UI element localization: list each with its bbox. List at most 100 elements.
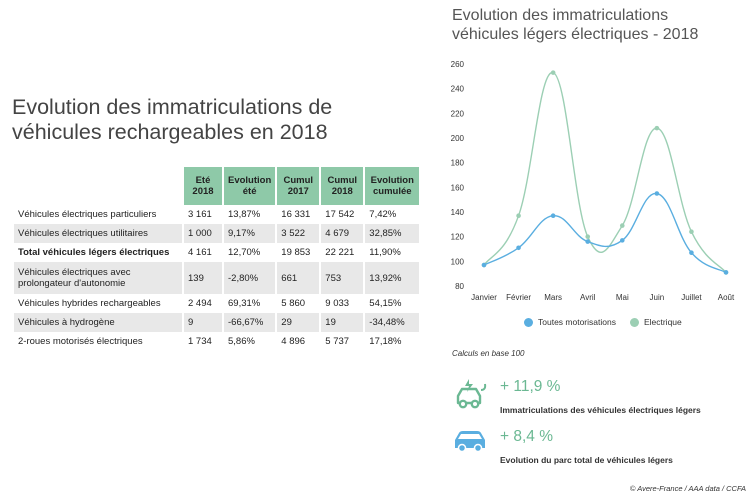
row-cell: 5 737 xyxy=(325,336,350,347)
row-cell: 3 161 xyxy=(188,209,212,220)
row-cell: 753 xyxy=(321,262,364,294)
row-cell: 2 494 xyxy=(188,298,212,309)
row-cell: 11,90% xyxy=(369,247,401,258)
row-cell: 3 522 xyxy=(277,224,320,243)
row-cell: 5 860 xyxy=(281,298,306,309)
row-cell: 69,31% xyxy=(228,298,261,309)
point-toutes xyxy=(516,245,521,251)
table-body: Véhicules électriques particuliers 3 161 1… xyxy=(14,205,420,351)
point-electrique xyxy=(516,213,521,218)
header-evolution-ete: Evolution été xyxy=(224,167,276,205)
stat-electric-desc: Immatriculations des véhicules électriqu… xyxy=(500,405,701,415)
y-tick-label: 120 xyxy=(451,233,465,242)
point-toutes xyxy=(689,250,694,255)
row-cell: 17 542 xyxy=(325,209,355,220)
row-cell: 9 xyxy=(184,313,222,332)
header-cumul-2018: Cumul 2018 xyxy=(321,167,364,205)
legend-label-electrique: Electrique xyxy=(643,317,682,327)
stat-electric: + 11,9 % Immatriculations des véhicules … xyxy=(452,376,752,416)
row-label: Véhicules électriques utilitaires xyxy=(14,224,182,243)
point-toutes xyxy=(481,262,487,268)
row-cell: 9,17% xyxy=(224,224,276,243)
row-cell: -2,80% xyxy=(224,262,276,294)
series-line-electrique xyxy=(483,71,727,273)
row-cell: 661 xyxy=(277,262,320,294)
line-chart: 80 100 120 140 160 180 200 220 240 260 Janvier Févr… xyxy=(451,60,735,302)
chart-legend: Toutes motorisations Electrique xyxy=(524,317,682,327)
header-blank xyxy=(14,167,182,205)
series-line-toutes xyxy=(483,192,727,274)
y-tick-label: 140 xyxy=(451,208,465,217)
registrations-table: Eté 2018 Evolution été Cumul 2017 Cumul … xyxy=(12,167,421,351)
row-cell: 16 331 xyxy=(281,209,311,220)
row-label: Véhicules hybrides rechargeables xyxy=(18,298,161,309)
point-electrique xyxy=(550,70,556,75)
point-toutes xyxy=(723,270,729,275)
calc-note: Calculs en base 100 xyxy=(452,349,525,358)
table-title-line1: Evolution des immatriculations de xyxy=(12,95,333,119)
y-tick-label: 220 xyxy=(451,109,465,118)
point-toutes xyxy=(550,213,556,218)
legend-item-electrique: Electrique xyxy=(629,317,682,327)
row-cell: -34,48% xyxy=(365,313,420,332)
x-tick-label: Février xyxy=(506,293,531,302)
point-electrique xyxy=(619,223,625,228)
row-cell: 19 xyxy=(321,313,364,332)
table-row: Véhicules électriques avec prolongateur … xyxy=(14,262,420,294)
header-evolution-cumulee: Evolution cumulée xyxy=(365,167,420,205)
y-tick-label: 260 xyxy=(451,60,465,69)
row-cell: -66,67% xyxy=(224,313,276,332)
y-tick-label: 100 xyxy=(451,257,465,266)
row-cell: 17,18% xyxy=(369,336,402,347)
point-electrique xyxy=(654,125,660,131)
row-cell: 13,87% xyxy=(228,209,261,220)
row-label: Total véhicules légers électriques xyxy=(18,247,170,258)
row-cell: 13,92% xyxy=(365,262,420,294)
row-cell: 1 000 xyxy=(184,224,222,243)
x-tick-label: Mai xyxy=(616,293,629,302)
row-cell: 19 853 xyxy=(281,247,311,258)
row-label: Véhicules électriques avec prolongateur … xyxy=(14,262,182,294)
y-tick-label: 200 xyxy=(451,134,465,143)
row-cell: 1 734 xyxy=(188,336,212,347)
row-cell: 4 896 xyxy=(281,336,306,347)
row-cell: 32,85% xyxy=(365,224,420,243)
stat-total-desc: Evolution du parc total de véhicules lég… xyxy=(500,455,673,465)
point-toutes xyxy=(654,191,660,196)
row-cell: 29 xyxy=(277,313,320,332)
table-title: Evolution des immatriculations de véhicu… xyxy=(12,95,412,145)
table-row: Total véhicules légers électriques 4 161 1… xyxy=(14,243,419,262)
row-label: Véhicules à hydrogène xyxy=(14,313,182,332)
row-cell: 54,15% xyxy=(369,298,402,309)
point-electrique xyxy=(585,234,591,239)
legend-dot-blue xyxy=(524,317,533,327)
x-tick-label: Août xyxy=(718,293,735,302)
y-tick-label: 160 xyxy=(451,183,465,192)
legend-dot-green xyxy=(629,317,639,327)
x-tick-label: Mars xyxy=(544,293,562,302)
stat-electric-value: + 11,9 % xyxy=(500,378,561,395)
x-tick-label: Avril xyxy=(580,293,596,302)
row-cell: 9 033 xyxy=(325,298,350,309)
row-cell: 22 221 xyxy=(325,247,355,258)
chart-title-line2: véhicules légers électriques - 2018 xyxy=(452,26,699,43)
table-row: Véhicules à hydrogène 9 -66,67% 29 19 -34,48% xyxy=(14,313,420,332)
y-tick-label: 180 xyxy=(451,159,465,168)
row-cell: 7,42% xyxy=(369,209,397,220)
table-row: Véhicules électriques particuliers 3 161 1… xyxy=(14,205,419,224)
table-title-line2: véhicules rechargeables en 2018 xyxy=(12,120,328,144)
source-credit: © Avere-France / AAA data / CCFA xyxy=(629,484,746,493)
x-tick-label: Juillet xyxy=(681,293,702,302)
row-cell: 4 161 xyxy=(188,247,212,258)
row-cell: 139 xyxy=(184,262,222,294)
table-row: Véhicules électriques utilitaires 1 000 9,… xyxy=(14,224,420,243)
electric-car-charging-icon xyxy=(456,379,487,409)
y-tick-label: 240 xyxy=(451,85,465,94)
legend-item-toutes: Toutes motorisations xyxy=(524,317,616,327)
stat-total-value: + 8,4 % xyxy=(500,428,553,445)
stat-total: + 8,4 % Evolution du parc total de véhic… xyxy=(452,426,752,466)
row-cell: 5,86% xyxy=(228,336,255,347)
table-row: Véhicules hybrides rechargeables 2 494 69,… xyxy=(14,294,419,313)
header-ete-2018: Eté 2018 xyxy=(184,167,222,205)
legend-label-toutes: Toutes motorisations xyxy=(538,317,616,327)
